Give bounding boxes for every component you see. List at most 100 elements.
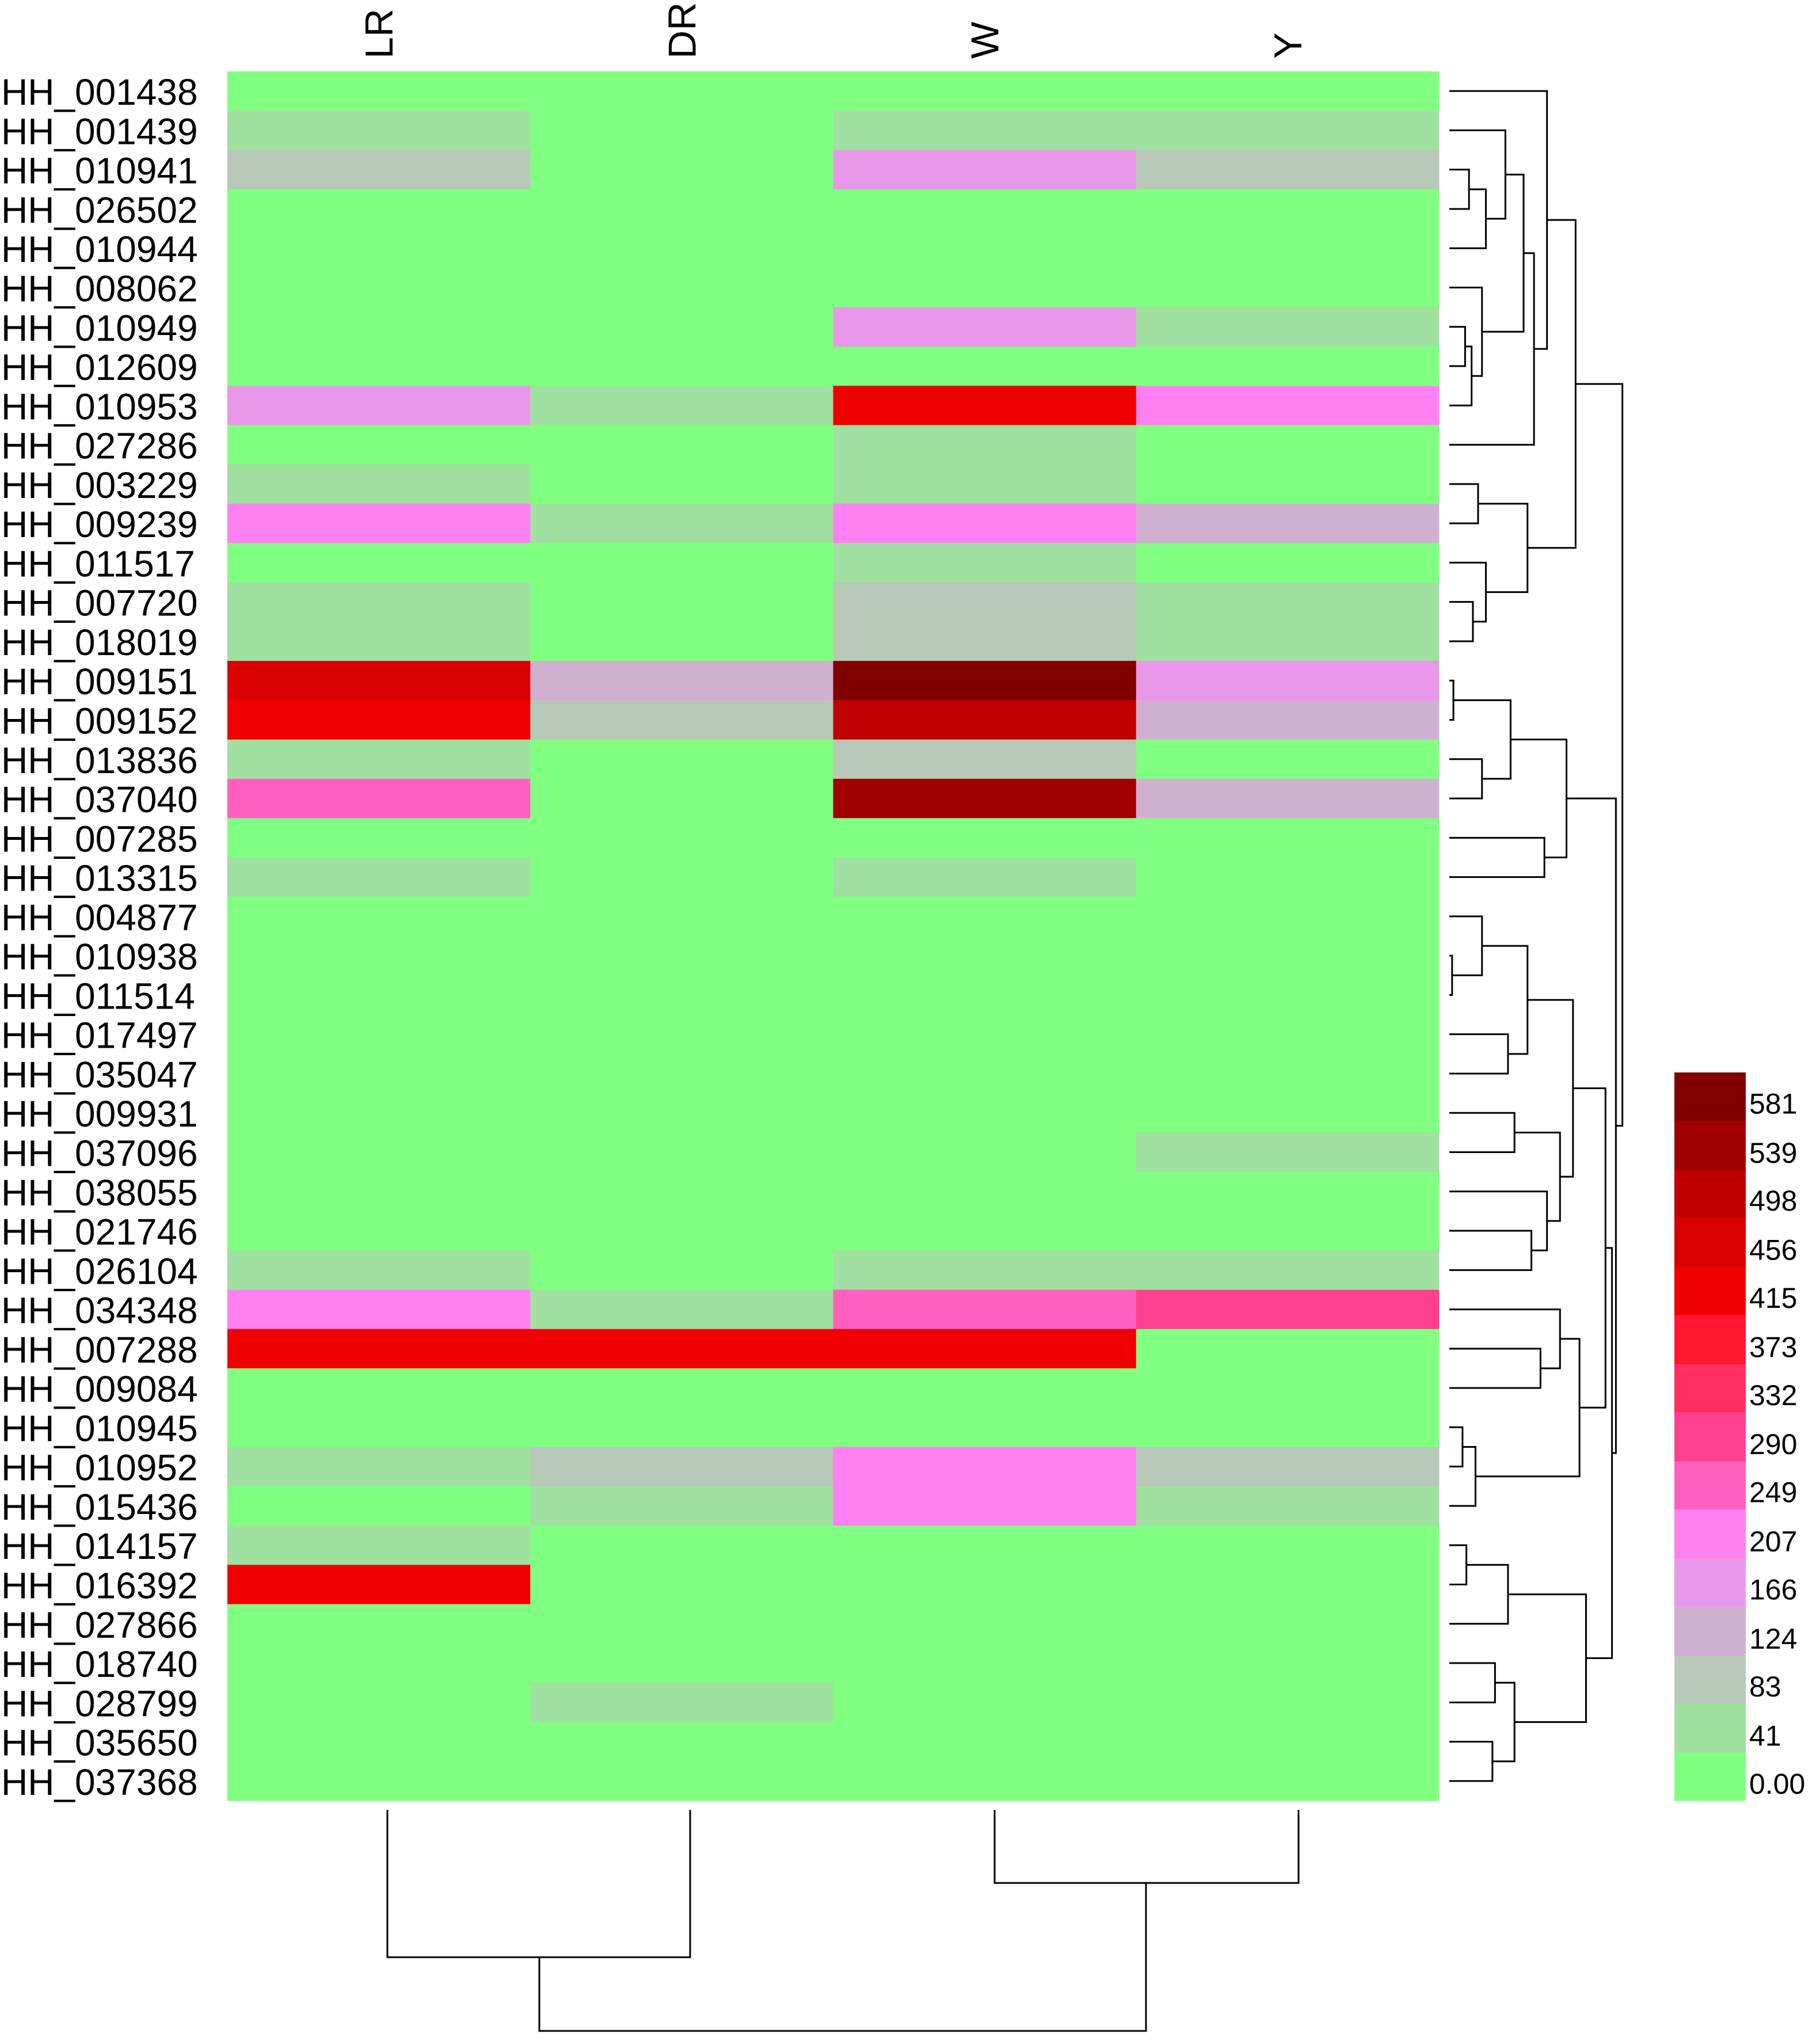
row-label: HH_001439 bbox=[1, 111, 198, 152]
colorbar-band bbox=[1674, 1412, 1746, 1462]
heatmap-cell bbox=[1136, 1643, 1440, 1683]
row-label: HH_035047 bbox=[1, 1054, 198, 1095]
column-dendrogram bbox=[386, 1810, 1300, 2032]
colorbar-tick-label: 539 bbox=[1749, 1137, 1797, 1169]
heatmap-cell bbox=[833, 1407, 1137, 1448]
heatmap-cell bbox=[833, 229, 1137, 268]
heatmap-cell bbox=[1136, 1565, 1440, 1605]
heatmap-cell bbox=[530, 700, 833, 740]
heatmap-cell bbox=[530, 1565, 833, 1605]
heatmap-cell bbox=[833, 1761, 1137, 1801]
heatmap-cell bbox=[227, 1093, 531, 1133]
heatmap-cell bbox=[227, 1447, 531, 1487]
row-label: HH_026502 bbox=[1, 189, 198, 231]
heatmap-cell bbox=[227, 1565, 531, 1605]
heatmap-cell bbox=[1136, 229, 1440, 268]
colorbar-tick-label: 332 bbox=[1749, 1379, 1797, 1412]
heatmap-cell bbox=[1136, 1683, 1440, 1722]
heatmap-cell bbox=[1136, 307, 1440, 347]
colorbar-band bbox=[1674, 1218, 1746, 1268]
row-label: HH_010941 bbox=[1, 150, 198, 192]
heatmap-cell bbox=[1136, 1722, 1440, 1762]
heatmap-cell bbox=[530, 739, 833, 779]
heatmap-cell bbox=[833, 936, 1137, 976]
heatmap-cell bbox=[227, 150, 531, 190]
heatmap-cell bbox=[833, 1171, 1137, 1212]
heatmap-cell bbox=[227, 975, 531, 1015]
heatmap-cell bbox=[227, 189, 531, 229]
heatmap-cell bbox=[227, 229, 531, 268]
row-label: HH_013836 bbox=[1, 740, 198, 781]
heatmap-cell bbox=[833, 150, 1137, 190]
row-label: HH_021746 bbox=[1, 1211, 198, 1253]
heatmap-cell bbox=[530, 1525, 833, 1565]
heatmap-cell bbox=[530, 1171, 833, 1212]
heatmap-cell bbox=[833, 111, 1137, 151]
row-label: HH_034348 bbox=[1, 1290, 198, 1331]
colorbar-band bbox=[1674, 1266, 1746, 1315]
colorbar-tick-label: 581 bbox=[1749, 1087, 1797, 1120]
heatmap-cell bbox=[530, 229, 833, 268]
colorbar-tick-label: 456 bbox=[1749, 1234, 1797, 1266]
heatmap-cell bbox=[833, 661, 1137, 701]
row-label: HH_037040 bbox=[1, 779, 198, 820]
heatmap-cell bbox=[227, 1368, 531, 1408]
colorbar-tick-label: 0.00 bbox=[1749, 1768, 1805, 1800]
heatmap-cell bbox=[530, 975, 833, 1015]
heatmap-cell bbox=[530, 464, 833, 504]
row-label: HH_037368 bbox=[1, 1762, 198, 1803]
heatmap-cell bbox=[227, 896, 531, 937]
colorbar-band bbox=[1674, 1169, 1746, 1218]
colorbar-band bbox=[1674, 1461, 1746, 1510]
heatmap-cell bbox=[1136, 346, 1440, 386]
row-label: HH_015436 bbox=[1, 1486, 198, 1528]
heatmap-cell bbox=[833, 1683, 1137, 1722]
heatmap-cell bbox=[530, 1683, 833, 1722]
heatmap-cell bbox=[227, 1250, 531, 1290]
heatmap-cell bbox=[530, 268, 833, 308]
row-label: HH_001438 bbox=[1, 71, 198, 113]
row-label: HH_037096 bbox=[1, 1133, 198, 1174]
heatmap-cell bbox=[227, 778, 531, 819]
heatmap-cell bbox=[530, 1407, 833, 1448]
heatmap-cell bbox=[227, 1761, 531, 1801]
colorbar-band bbox=[1674, 1752, 1746, 1801]
row-label: HH_010945 bbox=[1, 1407, 198, 1449]
heatmap-cell bbox=[227, 71, 531, 111]
row-label: HH_010938 bbox=[1, 936, 198, 977]
heatmap-cell bbox=[227, 621, 531, 661]
heatmap-cell bbox=[1136, 1604, 1440, 1644]
row-label: HH_035650 bbox=[1, 1722, 198, 1764]
colorbar-band bbox=[1674, 1509, 1746, 1559]
colorbar-band bbox=[1674, 1314, 1746, 1364]
heatmap-cell bbox=[227, 1053, 531, 1094]
heatmap-cell bbox=[1136, 543, 1440, 583]
heatmap-cell bbox=[833, 1211, 1137, 1251]
heatmap-cell bbox=[1136, 425, 1440, 465]
heatmap-cell bbox=[530, 71, 833, 111]
row-label: HH_012609 bbox=[1, 347, 198, 388]
heatmap-cell bbox=[1136, 1486, 1440, 1526]
heatmap-cell bbox=[530, 1329, 833, 1369]
heatmap-cell bbox=[1136, 150, 1440, 190]
heatmap-cell bbox=[530, 1722, 833, 1762]
heatmap-cell bbox=[833, 464, 1137, 504]
heatmap-cell bbox=[1136, 857, 1440, 897]
heatmap-cell bbox=[1136, 111, 1440, 151]
colorbar-band bbox=[1674, 1655, 1746, 1704]
heatmap-cell bbox=[1136, 778, 1440, 819]
heatmap-cell bbox=[833, 346, 1137, 386]
row-dendrogram bbox=[1449, 90, 1624, 1782]
row-label: HH_010953 bbox=[1, 386, 198, 427]
heatmap-cell bbox=[227, 1171, 531, 1212]
heatmap-cell bbox=[227, 111, 531, 151]
heatmap-cell bbox=[1136, 1289, 1440, 1330]
colorbar-band bbox=[1674, 1364, 1746, 1413]
row-label: HH_011514 bbox=[1, 975, 195, 1017]
colorbar-tick-label: 290 bbox=[1749, 1428, 1797, 1460]
heatmap-cell bbox=[530, 778, 833, 819]
heatmap-cell bbox=[1136, 1407, 1440, 1448]
heatmap-cell bbox=[1136, 1211, 1440, 1251]
